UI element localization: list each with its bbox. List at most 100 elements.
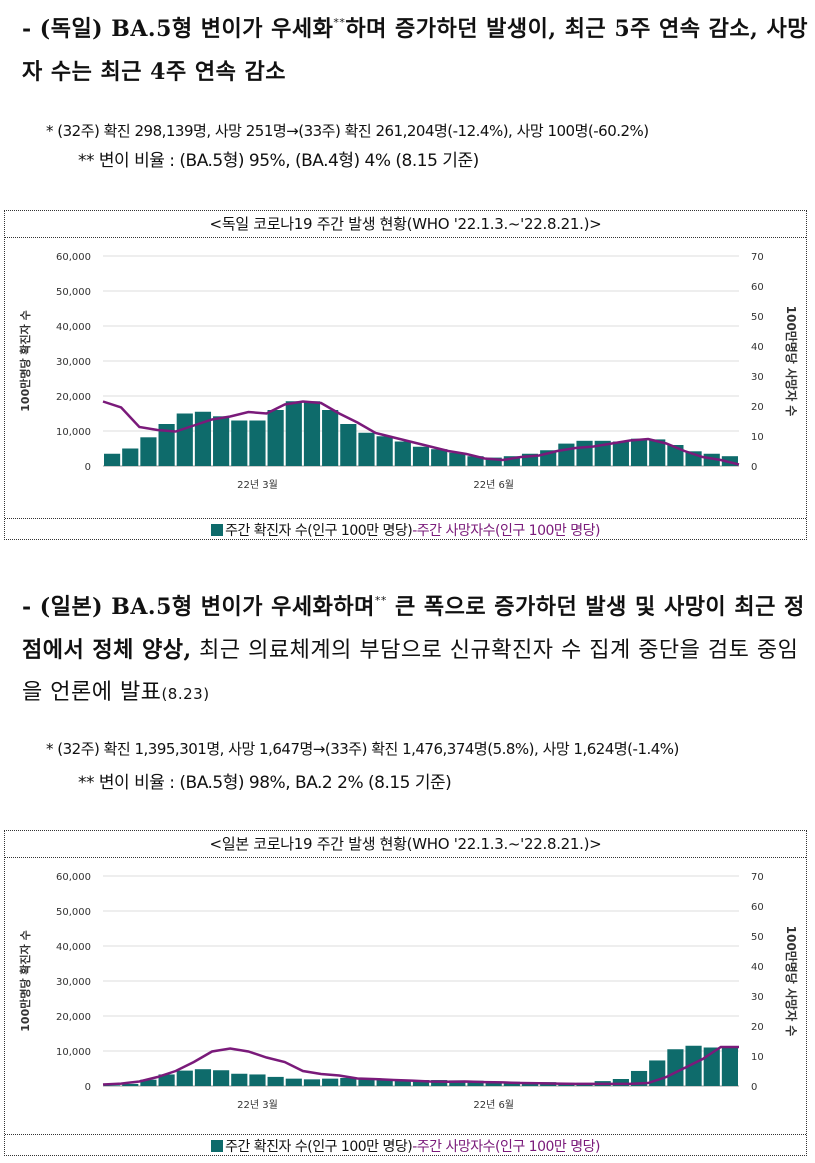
y-tick-label: 20,000 [56,1012,91,1023]
y-tick-label: 0 [85,462,91,473]
y-tick-label: 40,000 [56,322,91,333]
y-tick-label: 60,000 [56,872,91,883]
bar [685,1045,702,1086]
japan-chart-title: <일본 코로나19 주간 발생 현황(WHO '22.1.3.~'22.8.21… [5,831,806,858]
bar [176,1070,193,1086]
y2-tick-label: 10 [751,432,764,443]
bar [431,1080,448,1086]
japan-note-1: * (32주) 확진 1,395,301명, 사망 1,647명→(33주) 확… [46,740,679,758]
bar [285,401,302,466]
germany-chart: 0 10,000 20,000 30,000 40,000 50,000 60,000 0 10… [18,252,799,491]
bar [231,1073,248,1086]
japan-heading-date: (8.23) [161,685,210,703]
japan-heading-rest: 큰 폭으로 증가하던 발생 및 사망이 최근 정점에서 정체 양상, [22,594,805,663]
deaths-line [102,1045,739,1086]
y-tick-label: 10,000 [56,1047,91,1058]
y-tick-label: 0 [85,1082,91,1093]
y-tick-label: 50,000 [56,907,91,918]
bar [194,411,212,466]
bar [249,420,266,466]
bar [285,1078,302,1086]
bar [104,453,121,466]
bar [467,456,484,466]
bar [358,432,375,466]
bar [630,438,648,466]
legend-bar-swatch [211,1140,224,1152]
bar [594,440,611,466]
bar [612,441,629,466]
y-axis-title: 100만명당 확진자 수 [18,930,32,1031]
y2-tick-label: 40 [751,962,764,973]
bar [376,436,393,466]
bar [340,1077,357,1086]
y2-tick-label: 60 [751,902,764,913]
germany-heading-sup: ** [333,16,346,29]
bar [412,446,430,466]
bar [322,1078,339,1086]
y2-tick-label: 70 [751,872,764,883]
bar [122,448,139,466]
y2-tick-label: 40 [751,342,764,353]
bar [467,1080,484,1086]
bar [649,439,666,466]
y2-tick-label: 30 [751,992,764,1003]
bar [449,1080,466,1086]
y2-tick-label: 50 [751,932,764,943]
bar [267,1076,284,1086]
bar [249,1074,266,1086]
legend-bar-swatch [211,524,224,536]
bar [104,1085,121,1086]
germany-heading-rest: 하며 증가하던 발생이, 최근 5주 연속 감소, 사망자 수는 최근 4주 연… [22,16,808,85]
bar [576,440,593,466]
germany-chart-title: <독일 코로나19 주간 발생 현황(WHO '22.1.3.~'22.8.21… [5,211,806,238]
bar [612,1079,629,1086]
bar [449,452,466,466]
y2-tick-label: 50 [751,312,764,323]
bar [340,424,357,466]
bar [558,443,575,466]
y-tick-label: 60,000 [56,252,91,263]
germany-note-2: ** 변이 비율 : (BA.5형) 95%, (BA.4형) 4% (8.15… [78,151,479,171]
x-tick-label: 22년 6월 [473,479,514,491]
bar [376,1079,393,1086]
germany-heading: - (독일) BA.5형 변이가 우세화**하며 증가하던 발생이, 최근 5주… [22,2,812,94]
y2-tick-label: 0 [751,1082,757,1093]
japan-heading-tail: 최근 의료체계의 부담으로 신규확진자 수 집계 중단을 검토 중임을 언론에 … [22,638,799,705]
bar [213,416,230,466]
y-axis-title: 100만명당 확진자 수 [18,310,32,411]
germany-note-1: * (32주) 확진 298,139명, 사망 251명→(33주) 확진 26… [46,122,649,140]
bar [394,441,411,466]
x-tick-label: 22년 3월 [237,479,278,491]
y-tick-label: 30,000 [56,357,91,368]
y-tick-label: 20,000 [56,392,91,403]
germany-chart-box: <독일 코로나19 주간 발생 현황(WHO '22.1.3.~'22.8.21… [4,210,807,540]
bar [412,1080,430,1086]
bar [158,1074,175,1086]
bar [721,1047,738,1086]
bar [358,1078,375,1086]
japan-heading-bold: - (일본) BA.5형 변이가 우세화하며 [22,594,375,620]
japan-chart: 0 10,000 20,000 30,000 40,000 50,000 60,000 0 10… [18,872,799,1111]
bar [213,1070,230,1086]
x-tick-label: 22년 3월 [237,1099,278,1111]
bar [267,410,284,466]
bar [231,420,248,466]
y2-axis-title: 100만명당 사망자 수 [784,926,799,1037]
y2-tick-label: 20 [751,402,764,413]
bar [394,1079,411,1086]
legend-deaths-label: -주간 사망자수(인구 100만 명당) [412,1139,600,1155]
bar [667,1049,684,1086]
bar [158,424,175,466]
bar [194,1069,212,1086]
y2-tick-label: 0 [751,462,757,473]
y2-tick-label: 20 [751,1022,764,1033]
y2-axis-title: 100만명당 사망자 수 [784,306,799,417]
japan-chart-legend: 주간 확진자 수(인구 100만 명당)-주간 사망자수(인구 100만 명당) [5,1134,806,1159]
bar [485,1081,502,1086]
japan-chart-box: <일본 코로나19 주간 발생 현황(WHO '22.1.3.~'22.8.21… [4,830,807,1156]
bar [140,1079,157,1086]
legend-cases-label: 주간 확진자 수(인구 100만 명당) [225,523,413,539]
y2-tick-label: 10 [751,1052,764,1063]
y-tick-label: 40,000 [56,942,91,953]
bar [176,413,193,466]
